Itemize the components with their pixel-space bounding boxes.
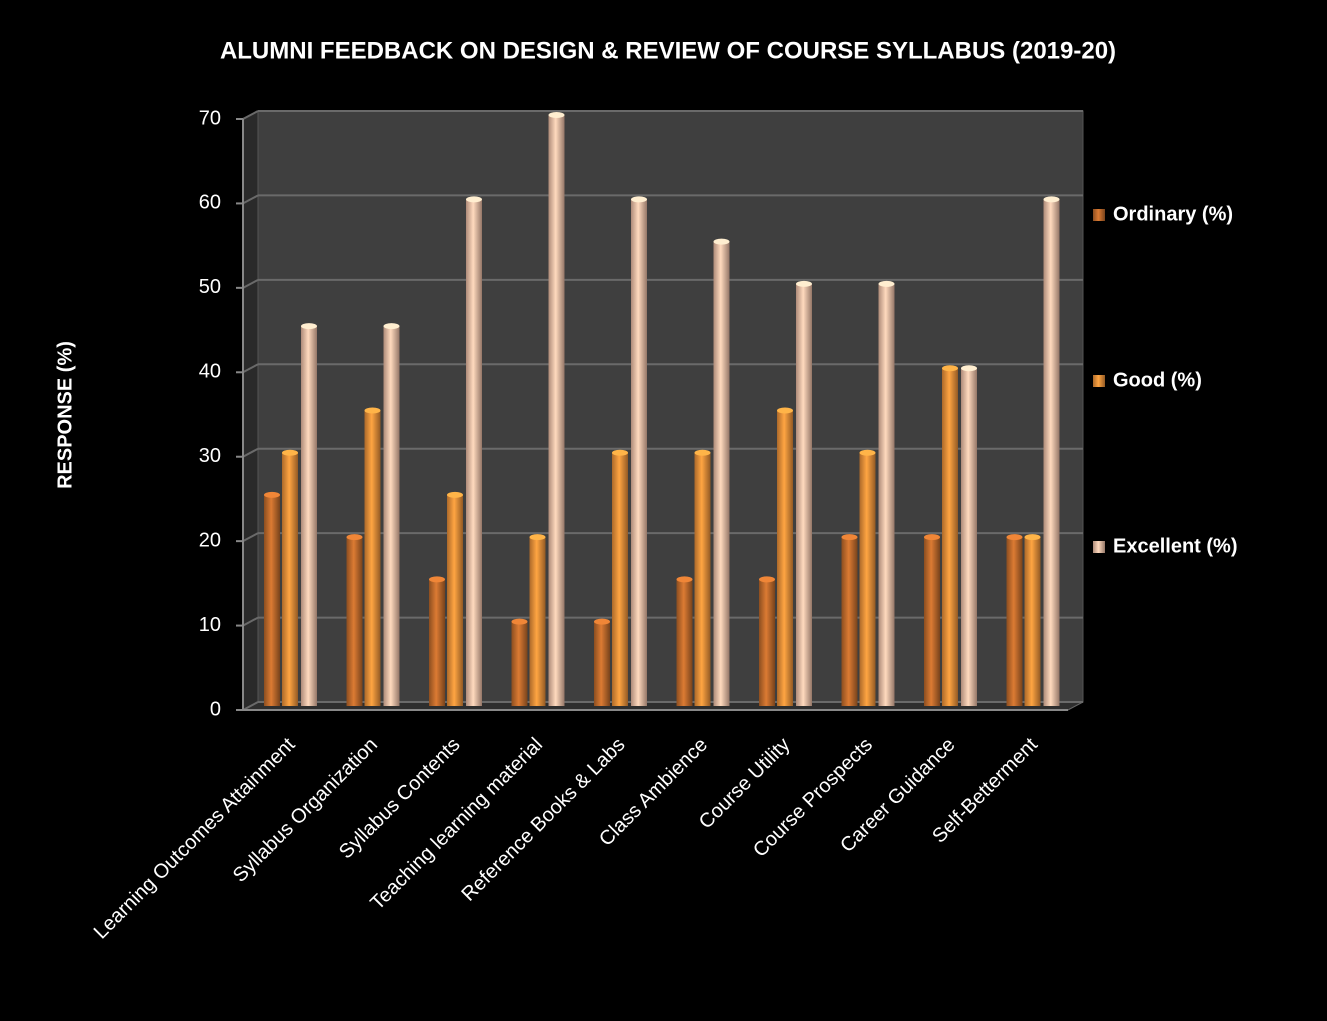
bar-cap [529,534,546,541]
y-tick-label: 70 [199,107,221,129]
bar [429,579,445,706]
bar-cap [264,491,280,498]
bar-cap [301,323,317,330]
bar [924,537,940,706]
bar [447,494,463,706]
grid-line-side [242,363,259,374]
bar [841,537,858,706]
bar-cap [777,407,793,414]
bar [759,579,775,706]
bar-cap [1024,534,1041,541]
legend-swatch [1093,541,1105,553]
legend-label: Excellent (%) [1113,535,1237,557]
grid-line-side [242,701,259,711]
bar-cap [694,449,711,456]
y-axis-label: RESPONSE (%) [54,341,76,489]
bar [676,579,693,706]
bar-cap [713,238,730,245]
bar-cap [859,449,876,456]
chart-title: ALUMNI FEEDBACK ON DESIGN & REVIEW OF CO… [220,37,1116,64]
bar-cap [383,323,400,330]
legend-label: Good (%) [1113,369,1202,391]
grid-line-side [242,110,259,120]
y-tick-label: 0 [210,698,221,720]
bar [529,537,546,706]
bar-cap [594,618,610,625]
bar [942,368,958,706]
bar [282,452,298,706]
y-tick-label: 10 [199,614,221,636]
bar [466,199,482,706]
bar [264,494,280,706]
bar [594,621,610,706]
bar [961,368,977,706]
bar-cap [924,534,940,541]
bar [713,241,730,706]
bar [859,452,876,706]
grid-line-side [242,532,259,543]
bar-cap [961,365,977,372]
bar-cap [676,576,693,583]
bar [511,621,528,706]
bar [694,452,711,706]
bar [383,326,400,706]
bar [878,283,895,706]
back-wall [257,110,1084,703]
bar [612,452,628,706]
legend-label: Ordinary (%) [1113,203,1233,225]
bar [346,537,363,706]
bar-cap [759,576,775,583]
bar [364,410,381,706]
grid-line-side [242,278,259,289]
bar-cap [1006,534,1023,541]
bar-cap [511,618,528,625]
bar-cap [447,491,463,498]
bar-cap [612,449,628,456]
legend-swatch [1093,209,1105,221]
bar [1024,537,1041,706]
bar-cap [548,112,565,118]
y-tick-label: 60 [199,192,221,214]
bar [301,326,317,706]
bar [796,283,812,706]
bar-cap [631,196,647,203]
side-wall [243,111,258,710]
y-tick-label: 30 [199,445,221,467]
bar-cap [364,407,381,414]
bar [1006,537,1023,706]
legend-swatch [1093,375,1105,387]
bar [777,410,793,706]
bar-cap [429,576,445,583]
bar-cap [841,534,858,541]
grid-line-side [242,447,259,458]
bar-cap [346,534,363,541]
bar-cap [282,449,298,456]
bar-cap [1043,196,1060,203]
bar [548,115,565,706]
y-tick-label: 20 [199,529,221,551]
grid-line-side [242,194,259,205]
bar-cap [796,280,812,287]
grid-line-side [242,616,259,627]
y-tick-label: 50 [199,276,221,298]
bar-cap [878,280,895,287]
bar [1043,199,1060,706]
bar [631,199,647,706]
bar-cap [942,365,958,372]
bar-cap [466,196,482,203]
y-tick-label: 40 [199,361,221,383]
